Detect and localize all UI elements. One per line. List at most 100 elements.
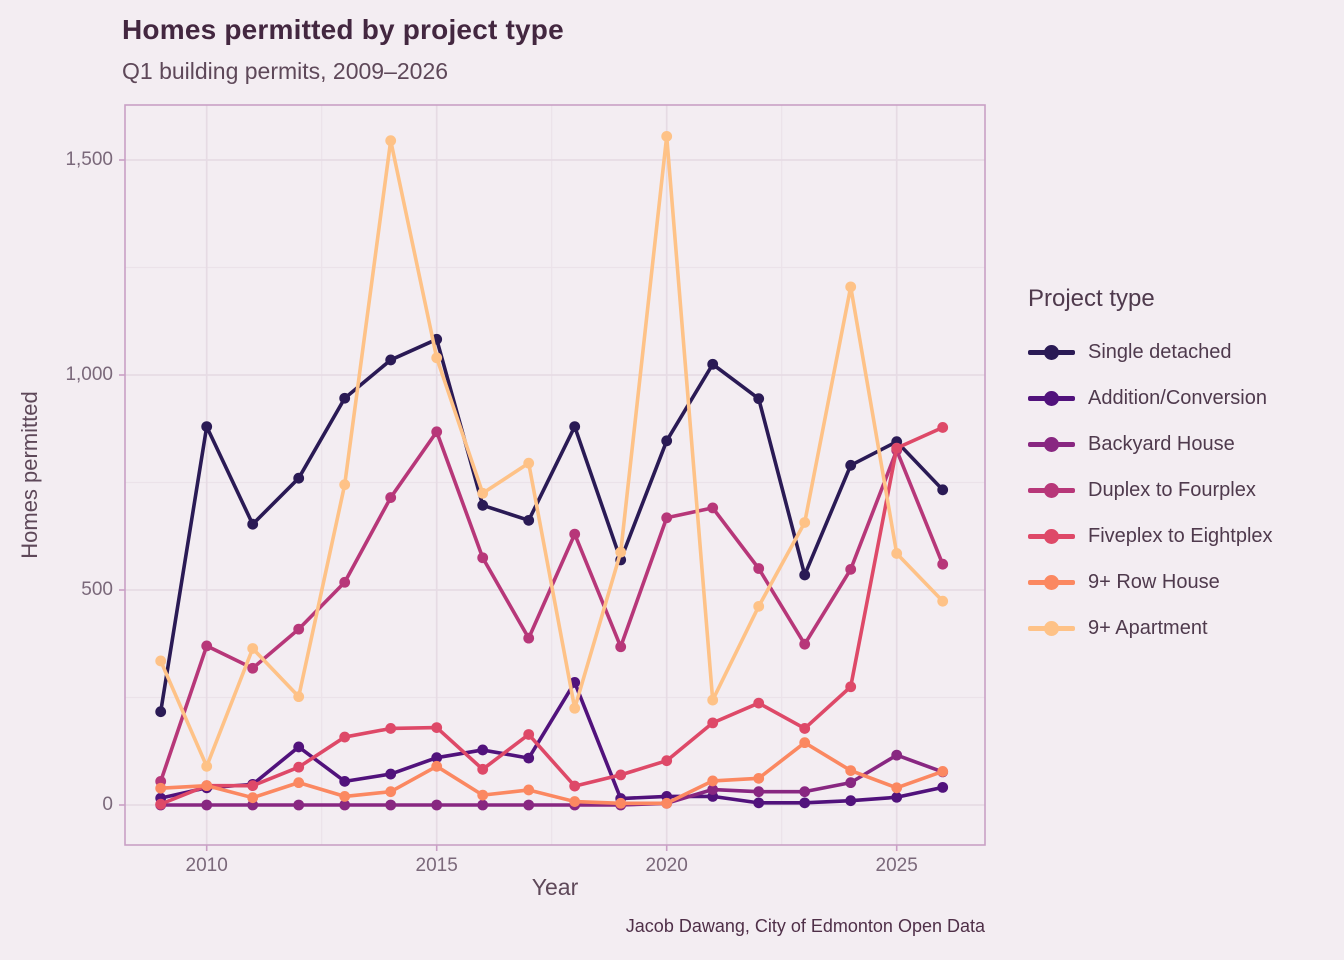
data-point [523, 729, 535, 740]
legend-label: 9+ Apartment [1088, 616, 1208, 639]
data-point [247, 643, 259, 654]
data-point [845, 281, 857, 293]
data-point [615, 641, 627, 653]
x-tick-label: 2015 [415, 855, 458, 876]
data-point [707, 717, 719, 729]
data-point [247, 662, 259, 674]
data-point [477, 789, 489, 801]
series-line [158, 740, 945, 806]
legend-title: Project type [1028, 285, 1155, 312]
data-point [891, 442, 903, 454]
data-point [799, 723, 811, 734]
data-point [247, 792, 259, 804]
data-point [753, 393, 765, 405]
data-point [891, 548, 903, 559]
data-point [569, 780, 581, 792]
legend-label: Single detached [1088, 340, 1232, 363]
data-point [799, 517, 811, 528]
data-point [523, 632, 535, 644]
legend-label: Fiveplex to Eightplex [1088, 524, 1273, 547]
data-point [799, 786, 811, 798]
legend-key-icon [1028, 475, 1075, 505]
data-point [569, 421, 581, 432]
data-point [477, 763, 489, 775]
data-point [799, 737, 811, 749]
legend-item-duplex-to-fourplex: Duplex to Fourplex [1028, 475, 1273, 505]
legend-key-icon [1028, 337, 1075, 367]
data-point [799, 569, 811, 581]
data-point [569, 528, 581, 540]
x-tick-label: 2025 [875, 855, 918, 876]
data-point [155, 798, 167, 810]
legend-label: Addition/Conversion [1088, 386, 1267, 409]
data-point [523, 514, 535, 526]
y-axis-title: Homes permitted [17, 391, 42, 559]
data-point [891, 791, 903, 803]
data-point [891, 782, 903, 794]
data-point [155, 782, 167, 794]
data-point [937, 558, 949, 570]
data-point [385, 492, 397, 503]
legend-label: Duplex to Fourplex [1088, 478, 1256, 501]
data-point [247, 518, 259, 530]
data-point [615, 797, 627, 809]
data-point [385, 786, 397, 798]
data-point [431, 752, 443, 764]
data-point [753, 772, 765, 784]
data-point [615, 769, 627, 781]
data-point [753, 600, 765, 612]
data-point [799, 797, 811, 809]
data-point [293, 777, 305, 789]
data-point [661, 512, 673, 524]
series-line [158, 337, 945, 714]
data-point [661, 755, 673, 767]
data-point [431, 352, 443, 364]
data-point [937, 781, 949, 793]
legend-item-9-row-house: 9+ Row House [1028, 567, 1273, 597]
data-point [753, 563, 765, 574]
data-point [201, 799, 213, 811]
data-point [799, 638, 811, 650]
x-tick-label: 2020 [645, 855, 688, 876]
y-tick-label: 1,500 [65, 149, 113, 170]
series-9-row-house [155, 737, 949, 809]
legend-label: Backyard House [1088, 432, 1235, 455]
data-point [937, 766, 949, 777]
data-point [707, 502, 719, 514]
series-line [158, 753, 945, 807]
data-point [339, 791, 351, 802]
data-point [661, 435, 673, 447]
y-tick-label: 1,000 [65, 364, 113, 385]
data-point [707, 358, 719, 370]
data-point [385, 135, 397, 147]
legend-key-icon [1028, 567, 1075, 597]
data-point [845, 765, 857, 776]
chart-title: Homes permitted by project type [122, 14, 564, 45]
data-point [937, 422, 949, 433]
data-point [385, 799, 397, 811]
legend-item-9-apartment: 9+ Apartment [1028, 613, 1273, 643]
data-point [523, 784, 535, 796]
legend-item-single-detached: Single detached [1028, 337, 1273, 367]
data-point [201, 421, 213, 432]
data-point [385, 768, 397, 780]
data-point [569, 796, 581, 807]
data-point [661, 797, 673, 809]
caption: Jacob Dawang, City of Edmonton Open Data [625, 916, 985, 936]
data-point [615, 546, 627, 558]
data-point [477, 487, 489, 499]
y-tick-label: 0 [102, 794, 113, 815]
x-axis-title: Year [531, 874, 579, 900]
data-point [477, 552, 489, 564]
data-point [339, 731, 351, 743]
data-point [845, 681, 857, 693]
data-point [155, 655, 167, 667]
data-point [937, 595, 949, 607]
series-line [158, 680, 945, 805]
data-point [753, 697, 765, 709]
data-point [247, 780, 259, 792]
data-point [339, 775, 351, 787]
legend-item-addition-conversion: Addition/Conversion [1028, 383, 1273, 413]
legend-item-backyard-house: Backyard House [1028, 429, 1273, 459]
